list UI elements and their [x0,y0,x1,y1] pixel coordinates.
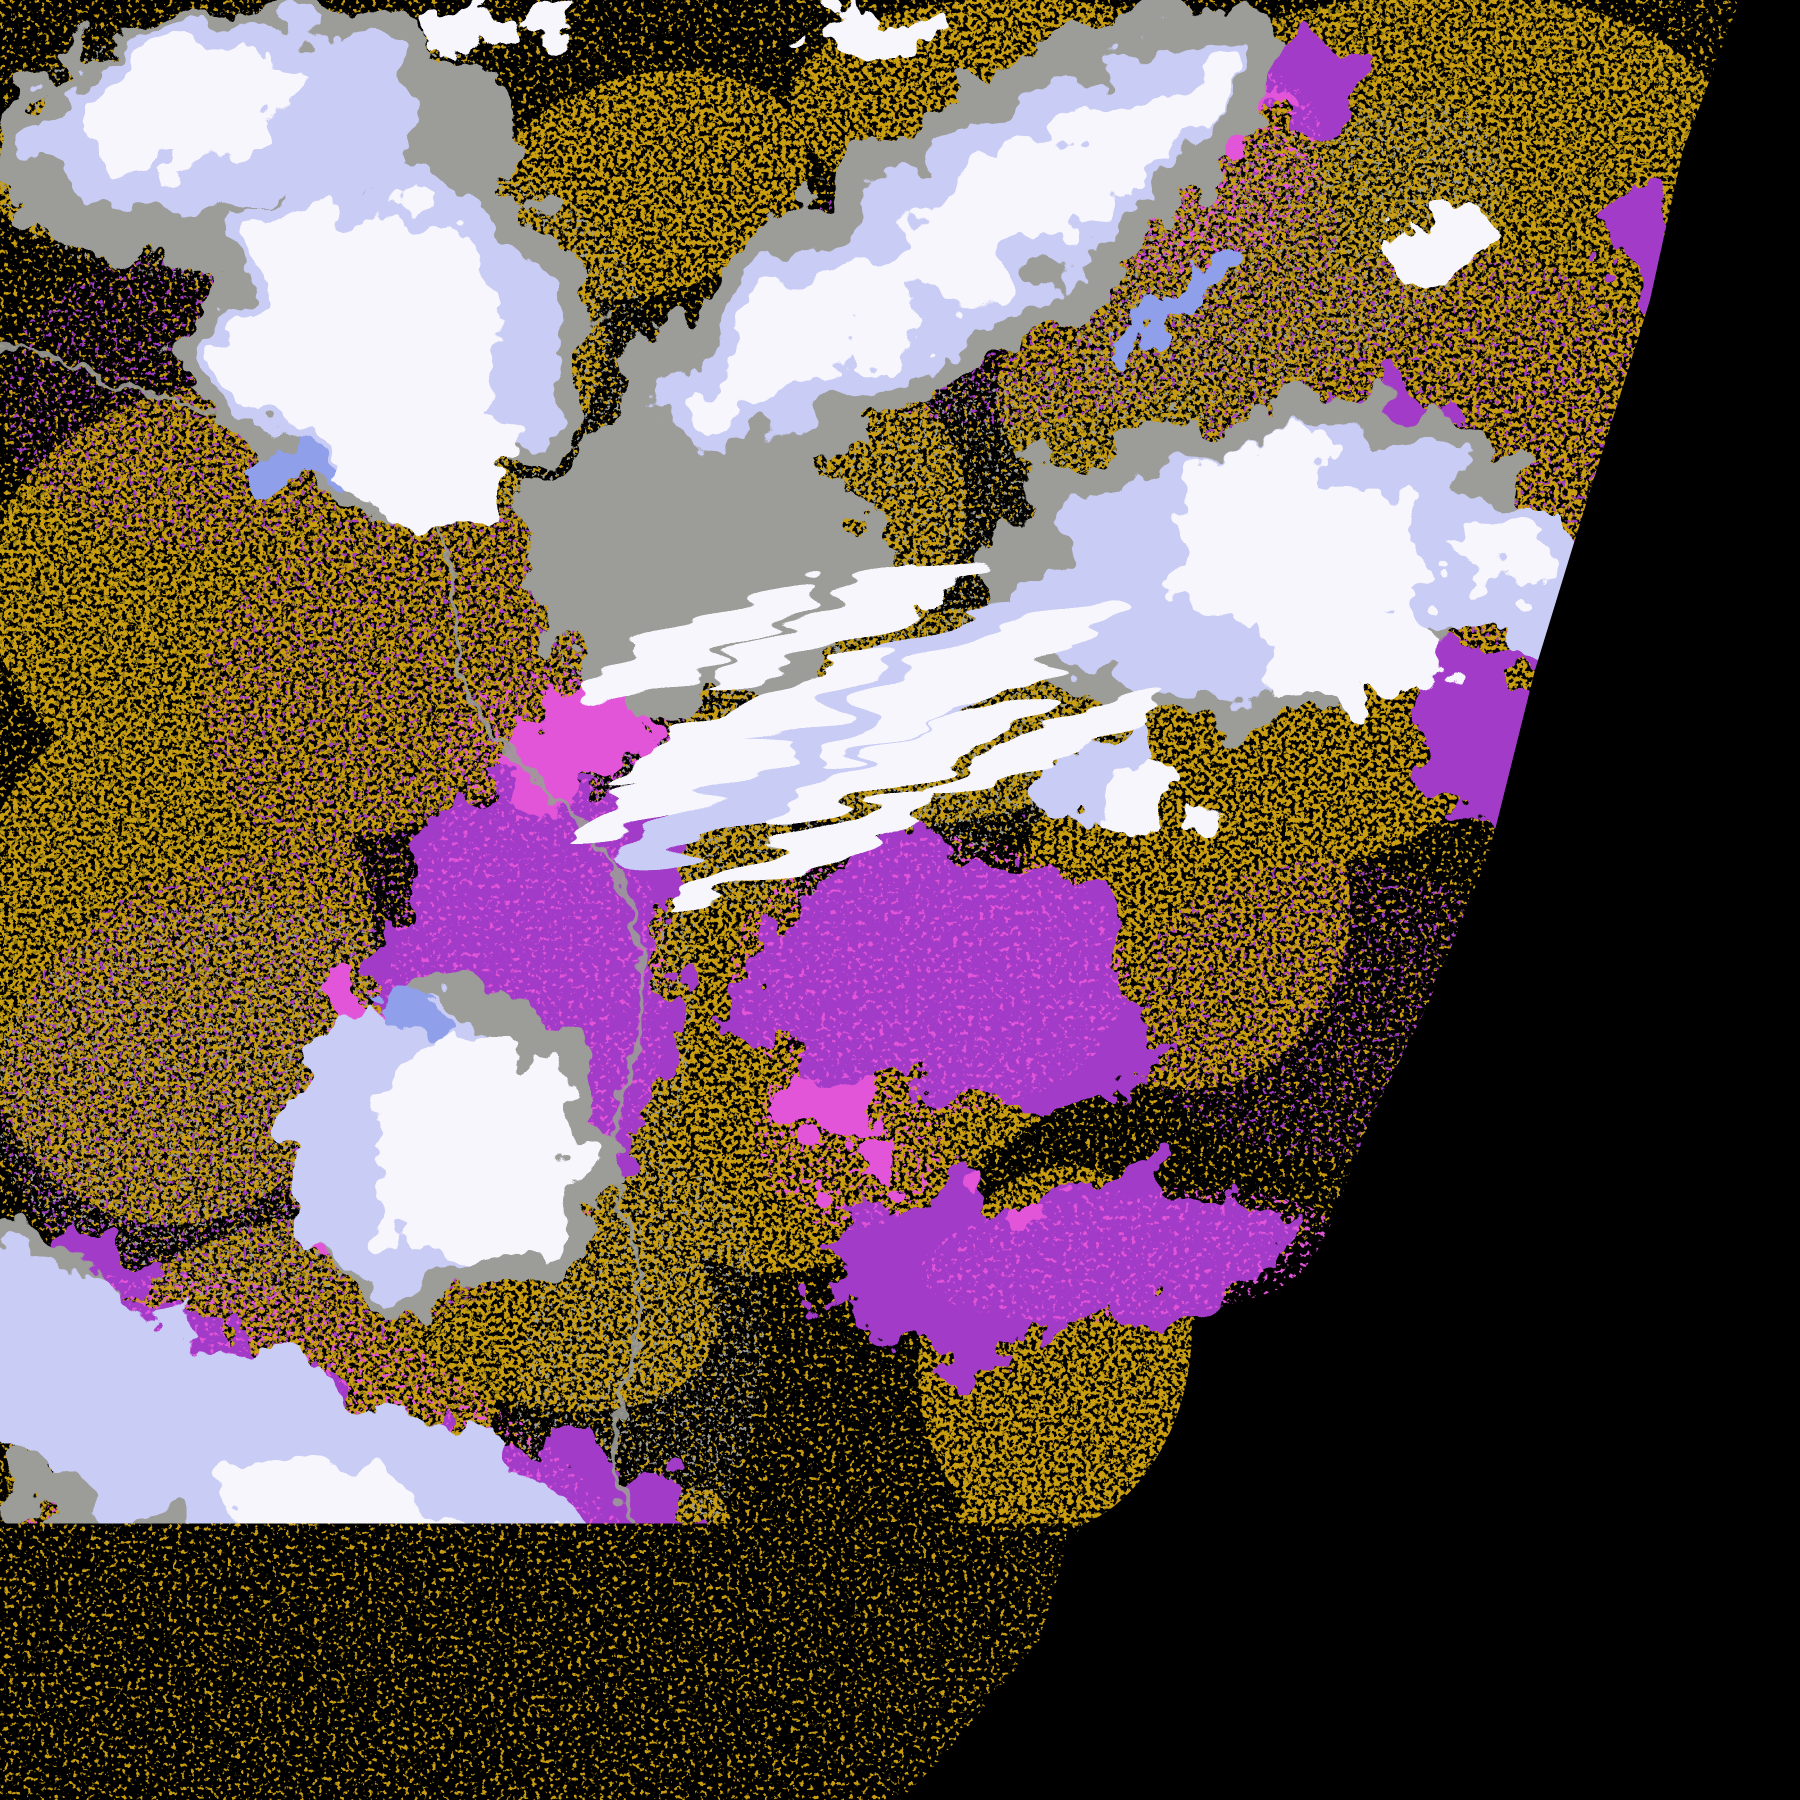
blob [755,1040,945,1230]
cloud-blob [808,4,952,56]
magenta-patch [780,1073,870,1137]
cloud-blob [340,400,520,520]
cloud-blob [978,210,1062,260]
magenta-patch [827,1139,903,1191]
magenta-patch [987,1192,1063,1232]
cloud-blob [365,1035,575,1265]
satellite-swath-svg [0,0,1800,1800]
cloud-blob [423,1,547,49]
cloud-blob [530,400,870,720]
satellite-image-canvas [0,0,1800,1800]
cloud-blob [1260,590,1450,700]
